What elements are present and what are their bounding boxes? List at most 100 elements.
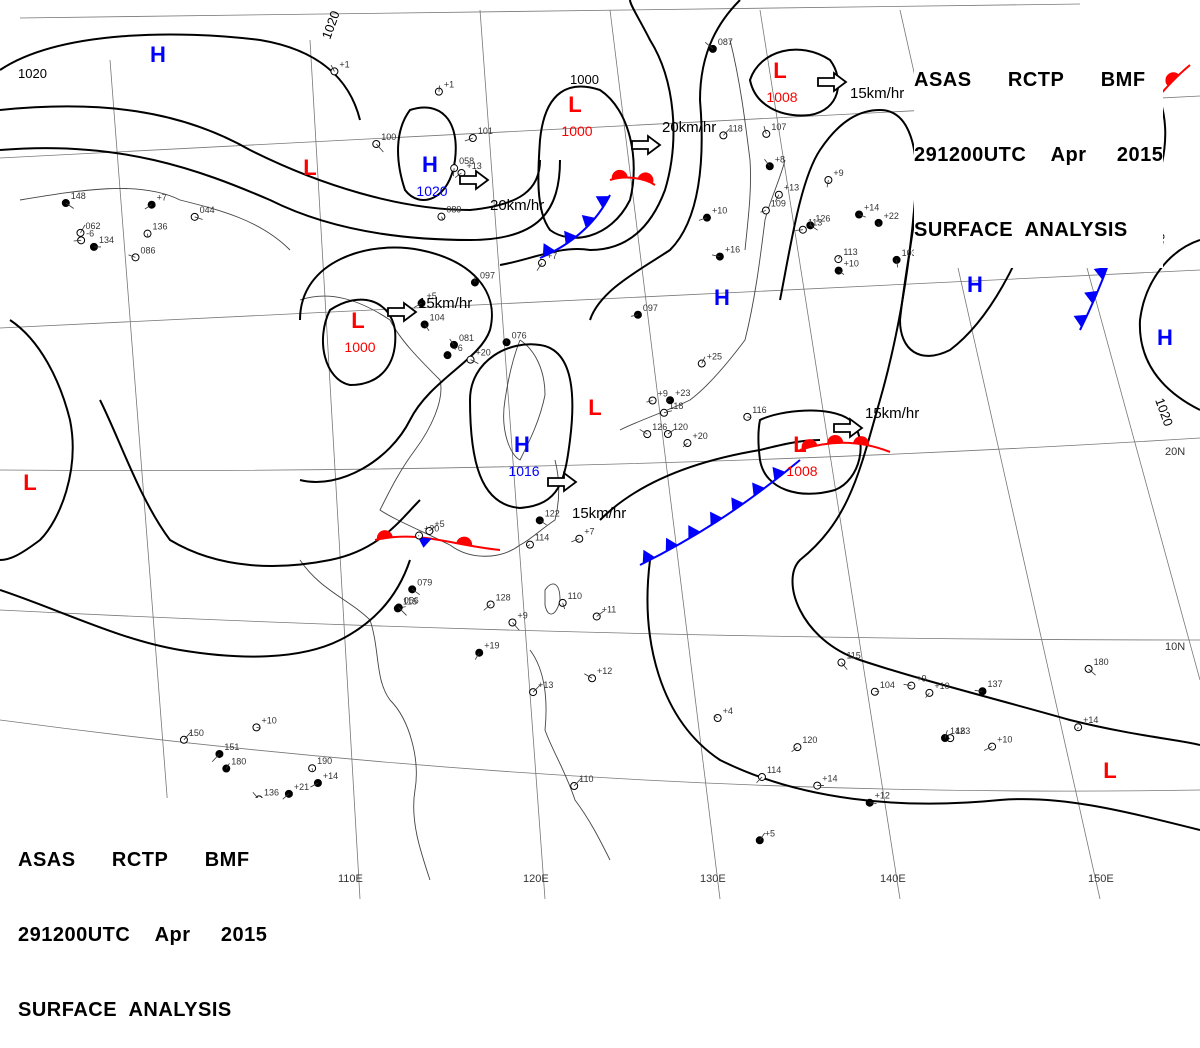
latitude-label: 20N [1165,446,1185,458]
station-value: 097 [480,270,495,280]
station-value: +9 [916,674,926,684]
station-value: 115 [846,651,860,661]
valid-year: 2015 [221,923,268,948]
station-value: 148 [71,191,86,201]
title-line-1: ASAS RCTP BMF [18,848,267,873]
product-code: ASAS [18,848,76,873]
station-value: 109 [771,198,786,208]
movement-speed-label: 20km/hr [662,119,716,136]
station-value: +9 [517,610,527,620]
high-pressure-center: H [714,285,730,310]
valid-year: 2015 [1117,143,1164,168]
station-value: +10 [997,735,1012,745]
station-value: 137 [988,679,1003,689]
station-value: +5 [765,828,775,838]
station-value: +13 [538,680,553,690]
station-value: 058 [459,156,474,166]
station-value: 136 [264,787,279,797]
station-value: +1 [444,80,454,90]
longitude-label: 150E [1088,873,1114,885]
high-pressure-center: H [514,432,530,457]
station-value: 101 [478,126,493,136]
station-value: +12 [875,791,890,801]
station-value: +22 [884,211,899,221]
center-pressure-value: 1000 [561,123,592,139]
valid-month: Apr [155,923,191,948]
station-value: 122 [545,508,560,518]
station-value: 120 [802,735,817,745]
longitude-label: 130E [700,873,726,885]
station-value: +20 [476,348,491,358]
station-value: 113 [843,247,857,257]
station-value: +4 [723,706,733,716]
longitude-label: 120E [523,873,549,885]
chart-type: SURFACE ANALYSIS [18,998,232,1023]
station-value: +7 [584,527,594,537]
station-value: 180 [1094,657,1109,667]
station-value: 134 [99,235,114,245]
station-value: 114 [767,765,781,775]
movement-speed-label: 15km/hr [418,295,472,312]
movement-speed-label: 15km/hr [572,505,626,522]
station-value: 116 [752,405,766,415]
station-value: 097 [643,303,658,313]
station-value: 100 [381,132,396,142]
title-line-3: SURFACE ANALYSIS [18,998,267,1023]
station-value: 044 [200,205,215,215]
station-value: +14 [323,771,338,781]
station-value: +25 [707,352,722,362]
station-value: 087 [718,37,733,47]
center-pressure-value: 1008 [786,463,817,479]
station-value: 142 [950,726,965,736]
latitude-label: 10N [1165,641,1185,653]
issuer-code: RCTP [1008,68,1064,93]
station-value: 126 [652,422,667,432]
low-pressure-center: L [1103,758,1116,783]
valid-time: 291200UTC [18,923,130,948]
station-value: +5 [434,519,444,529]
station-value: 151 [224,742,239,752]
center-pressure-value: 1016 [508,463,539,479]
center-pressure-value: 1000 [344,339,375,355]
station-value: 110 [568,591,582,601]
station-value: +10 [934,681,949,691]
station-value: 190 [317,756,332,766]
station-value: +14 [864,203,879,213]
station-value: +8 [775,154,785,164]
longitude-label: 110E [338,873,363,885]
high-pressure-center: H [1157,325,1173,350]
title-line-1: ASAS RCTP BMF [914,68,1163,93]
longitude-label: 140E [880,873,906,885]
movement-speed-label: 15km/hr [850,85,904,102]
title-line-2: 291200UTC Apr 2015 [914,143,1163,168]
station-value: 110 [579,774,593,784]
station-value: 136 [153,222,168,232]
station-value: 150 [189,728,204,738]
station-value: +9 [658,388,668,398]
station-value: +10 [712,206,727,216]
chart-type: SURFACE ANALYSIS [914,218,1128,243]
station-value: 076 [512,330,527,340]
station-value: +9 [833,168,843,178]
station-value: 113 [808,218,822,228]
isobar-value-label: 1000 [570,72,599,87]
station-value: 114 [535,533,549,543]
high-pressure-center: H [967,272,983,297]
office-code: BMF [1101,68,1146,93]
movement-speed-label: 20km/hr [490,197,544,214]
station-value: 079 [417,577,432,587]
station-value: 081 [459,333,474,343]
station-value: +20 [692,431,707,441]
valid-time: 291200UTC [914,143,1026,168]
station-value: 104 [430,312,445,322]
station-value: 180 [231,757,246,767]
low-pressure-center: L [568,92,581,117]
station-value: +1 [339,59,349,69]
isobar-value-label: 1020 [18,66,47,81]
high-pressure-center: H [150,42,166,67]
station-value: 104 [880,680,895,690]
low-pressure-center: L [588,395,601,420]
product-code: ASAS [914,68,972,93]
station-value: +7 [157,193,167,203]
low-pressure-center: L [793,432,806,457]
